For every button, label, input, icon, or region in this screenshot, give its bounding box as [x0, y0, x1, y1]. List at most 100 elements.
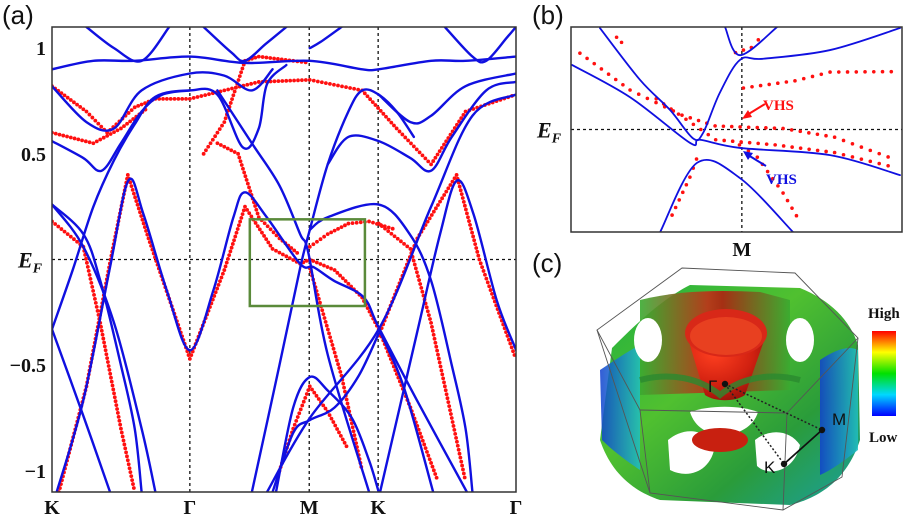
red-band-point [256, 80, 261, 84]
red-band-point [449, 416, 454, 420]
blue-band [55, 177, 469, 492]
red-band-point [741, 86, 746, 90]
red-band-point [491, 295, 496, 300]
red-band-point [599, 67, 604, 71]
red-band-point [87, 272, 92, 277]
red-band-point [248, 189, 253, 194]
red-band-point [244, 178, 249, 182]
red-band-point [101, 135, 106, 140]
red-band-point [318, 237, 323, 242]
red-band-point [126, 111, 131, 115]
red-band-point [505, 334, 510, 338]
red-band-point [859, 145, 864, 149]
panel-a-gridlines [52, 27, 516, 492]
red-band-point [227, 253, 232, 258]
red-band-point [430, 464, 435, 469]
red-band-point [68, 98, 73, 102]
red-band-point [481, 269, 486, 273]
red-band-point [222, 88, 227, 93]
red-band-point [446, 186, 451, 191]
red-band-point [228, 249, 233, 254]
red-band-point [457, 451, 462, 456]
red-band-point [828, 70, 832, 74]
red-band-point [322, 234, 327, 239]
red-band-point [438, 199, 442, 204]
gamma-point-marker [721, 380, 729, 388]
red-band-point [424, 305, 429, 310]
red-band-point [436, 203, 440, 207]
red-band-point [462, 475, 467, 480]
red-band-point [112, 395, 117, 400]
red-band-point [412, 262, 417, 267]
red-band-point [741, 48, 746, 52]
red-band-point [254, 207, 259, 212]
red-band-point [172, 96, 177, 101]
red-band-point [222, 144, 227, 149]
red-band-point [458, 188, 463, 193]
red-band-point [126, 462, 131, 467]
red-band-point [775, 81, 780, 86]
red-band-point [418, 431, 422, 436]
red-band-point [131, 486, 136, 490]
red-band-point [781, 126, 785, 131]
red-band-point [455, 443, 460, 448]
red-band-point [85, 260, 89, 265]
blue-band [216, 89, 371, 492]
red-band-point [187, 96, 192, 101]
red-band [52, 77, 514, 167]
red-band-point [62, 229, 67, 234]
red-band-point [346, 221, 351, 226]
red-band-point [785, 198, 790, 203]
blue-band [599, 27, 901, 142]
red-band-point [304, 392, 309, 396]
red-band-point [418, 282, 423, 286]
red-band-point [65, 95, 70, 100]
red-band-point [129, 108, 134, 113]
red-band-point [78, 105, 83, 109]
red-band-point [76, 137, 81, 142]
red-band-point [307, 244, 312, 249]
red-band-point [460, 463, 465, 468]
red-band-point [320, 308, 325, 313]
red-band-point [280, 252, 285, 257]
red-band-point [90, 115, 95, 120]
red-band-point [790, 145, 794, 149]
red-band-point [105, 356, 110, 361]
red-band-point [425, 309, 430, 314]
red-band-point [213, 290, 218, 295]
red-band-point [429, 321, 433, 325]
red-band-point [877, 161, 882, 166]
red-band-point [207, 92, 211, 97]
red-band-point [303, 78, 308, 82]
red-band-point [472, 238, 477, 243]
blue-band [52, 203, 143, 492]
red-band-point [128, 119, 133, 124]
red-band-point [260, 55, 265, 59]
red-band-point [342, 385, 346, 390]
red-band-point [798, 146, 803, 150]
red-band-point [411, 144, 416, 149]
red-band-point [473, 242, 478, 247]
red-band-point [461, 471, 466, 476]
red-band-point [300, 78, 304, 83]
red-band-point [249, 214, 254, 219]
red-band-point [240, 66, 245, 71]
red-band-point [340, 437, 345, 442]
red-band-point [84, 109, 89, 114]
red-band-point [454, 435, 458, 440]
red-band-point [262, 234, 266, 238]
red-band-point [312, 390, 317, 395]
red-band-point [440, 196, 445, 201]
red-band-point [272, 56, 276, 61]
red-band-point [425, 449, 429, 454]
red-band-point [96, 121, 101, 126]
vhs-red-arrowhead [742, 110, 752, 119]
blue-band [571, 64, 901, 177]
red-band-point [426, 159, 431, 164]
red-band-point [350, 221, 355, 226]
red-band-point [260, 230, 264, 235]
red-band-point [485, 280, 490, 285]
red-band-point [187, 356, 192, 361]
red-band-point [215, 286, 220, 291]
red-band-point [59, 227, 64, 231]
